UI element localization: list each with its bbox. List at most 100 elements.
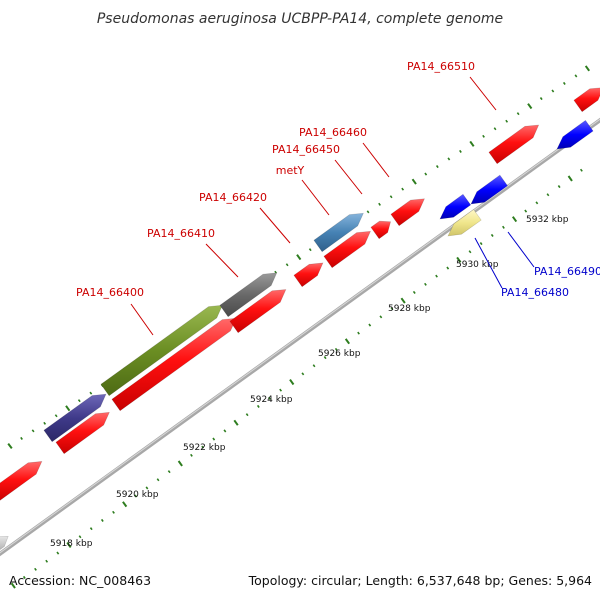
cds-arrow[interactable] (55, 411, 110, 455)
kbp-label: 5922 kbp (183, 443, 226, 453)
minor-tick (285, 263, 289, 267)
gene-label-pa14-66460[interactable]: PA14_66460 (299, 126, 367, 139)
minor-tick (268, 396, 271, 400)
cds-arrow[interactable] (293, 262, 324, 288)
minor-tick (78, 535, 82, 539)
major-tick (7, 443, 13, 449)
gene-arrow-olive[interactable] (100, 304, 223, 397)
kbp-scale-labels: 5918 kbp 5920 kbp 5922 kbp 5924 kbp 5926 kbp… (50, 215, 569, 549)
gene-label-pa14-66510[interactable]: PA14_66510 (407, 60, 475, 73)
cds-arrow[interactable] (370, 220, 391, 240)
minor-tick (447, 157, 451, 161)
minor-tick (279, 388, 283, 392)
accession-label: Accession: NC_008463 (9, 573, 152, 588)
cds-arrow[interactable] (573, 87, 600, 113)
map-title: Pseudomonas aeruginosa UCBPP-PA14, compl… (97, 11, 503, 27)
genome-backbone-highlight (0, 118, 600, 554)
minor-tick (502, 225, 505, 229)
minor-tick (412, 290, 416, 294)
major-tick (66, 541, 72, 548)
minor-tick (579, 168, 583, 172)
gene-label-pa14-66490[interactable]: PA14_66490 (534, 265, 600, 278)
major-tick (567, 175, 573, 182)
kbp-label: 5924 kbp (250, 395, 293, 405)
major-tick (289, 379, 295, 386)
leader-line (474, 237, 503, 289)
gene-arrow-purple[interactable] (43, 393, 107, 443)
major-tick (400, 297, 406, 304)
minor-tick (401, 187, 405, 191)
leader-line (362, 142, 390, 178)
minor-tick (459, 149, 462, 153)
minor-tick (31, 429, 35, 433)
gene-label-mety[interactable]: metY (276, 164, 305, 177)
minor-tick (245, 413, 249, 417)
minor-tick (378, 202, 381, 206)
major-tick (456, 256, 462, 263)
major-tick (296, 254, 302, 261)
minor-tick (100, 518, 104, 522)
kbp-label: 5928 kbp (388, 304, 431, 314)
gene-arrow-reverse[interactable] (556, 119, 594, 150)
gene-arrow-reverse[interactable] (439, 193, 472, 220)
leader-line (469, 76, 497, 111)
minor-tick (308, 248, 312, 252)
minor-tick (389, 195, 393, 199)
minor-tick (424, 282, 427, 286)
minor-tick (77, 399, 81, 403)
cds-arrow[interactable] (323, 230, 371, 269)
minor-tick (424, 172, 428, 176)
gene-arrow-steelblue[interactable] (313, 212, 364, 253)
minor-tick (574, 74, 578, 78)
gene-arrow-partial[interactable] (0, 535, 9, 553)
cds-arrow[interactable] (0, 461, 43, 501)
minor-tick (34, 567, 37, 571)
leader-line (259, 207, 291, 244)
kbp-label: 5932 kbp (526, 215, 569, 225)
minor-tick (201, 445, 205, 449)
minor-tick (212, 437, 216, 441)
minor-tick (482, 134, 485, 138)
minor-tick (379, 315, 383, 319)
minor-tick (546, 193, 550, 197)
label-leader-lines (130, 76, 535, 336)
minor-tick (190, 453, 193, 457)
leader-line (205, 243, 239, 278)
minor-tick (357, 331, 360, 335)
minor-tick (89, 391, 93, 395)
gene-arrow-reverse[interactable] (470, 174, 508, 205)
cds-arrow[interactable] (390, 198, 425, 227)
minor-tick (334, 347, 338, 351)
feature-track (0, 87, 600, 553)
major-tick (10, 582, 16, 589)
gene-label-pa14-66420[interactable]: PA14_66420 (199, 191, 267, 204)
gene-label-pa14-66400[interactable]: PA14_66400 (76, 286, 144, 299)
minor-tick (535, 201, 539, 205)
major-tick (469, 140, 475, 147)
major-tick (344, 338, 351, 345)
gene-arrow-gray[interactable] (219, 272, 278, 318)
minor-tick (323, 356, 327, 360)
minor-tick (156, 478, 160, 482)
minor-tick (490, 233, 494, 237)
gene-label-pa14-66450[interactable]: PA14_66450 (272, 143, 340, 156)
cds-arrow[interactable] (488, 124, 540, 165)
cds-arrow[interactable] (229, 289, 287, 334)
minor-tick (446, 266, 450, 270)
gene-arrow-pale[interactable] (447, 209, 482, 237)
minor-tick (435, 165, 439, 169)
minor-tick (390, 307, 394, 311)
gene-label-pa14-66410[interactable]: PA14_66410 (147, 227, 215, 240)
major-tick (233, 419, 239, 426)
minor-tick (22, 575, 26, 579)
minor-tick (479, 242, 483, 246)
major-tick (177, 460, 183, 467)
minor-tick (524, 209, 528, 213)
kbp-label: 5920 kbp (116, 490, 159, 500)
minor-tick (505, 119, 509, 123)
minor-tick (89, 527, 93, 531)
genome-backbone (0, 117, 600, 557)
gene-label-pa14-66480[interactable]: PA14_66480 (501, 286, 569, 299)
